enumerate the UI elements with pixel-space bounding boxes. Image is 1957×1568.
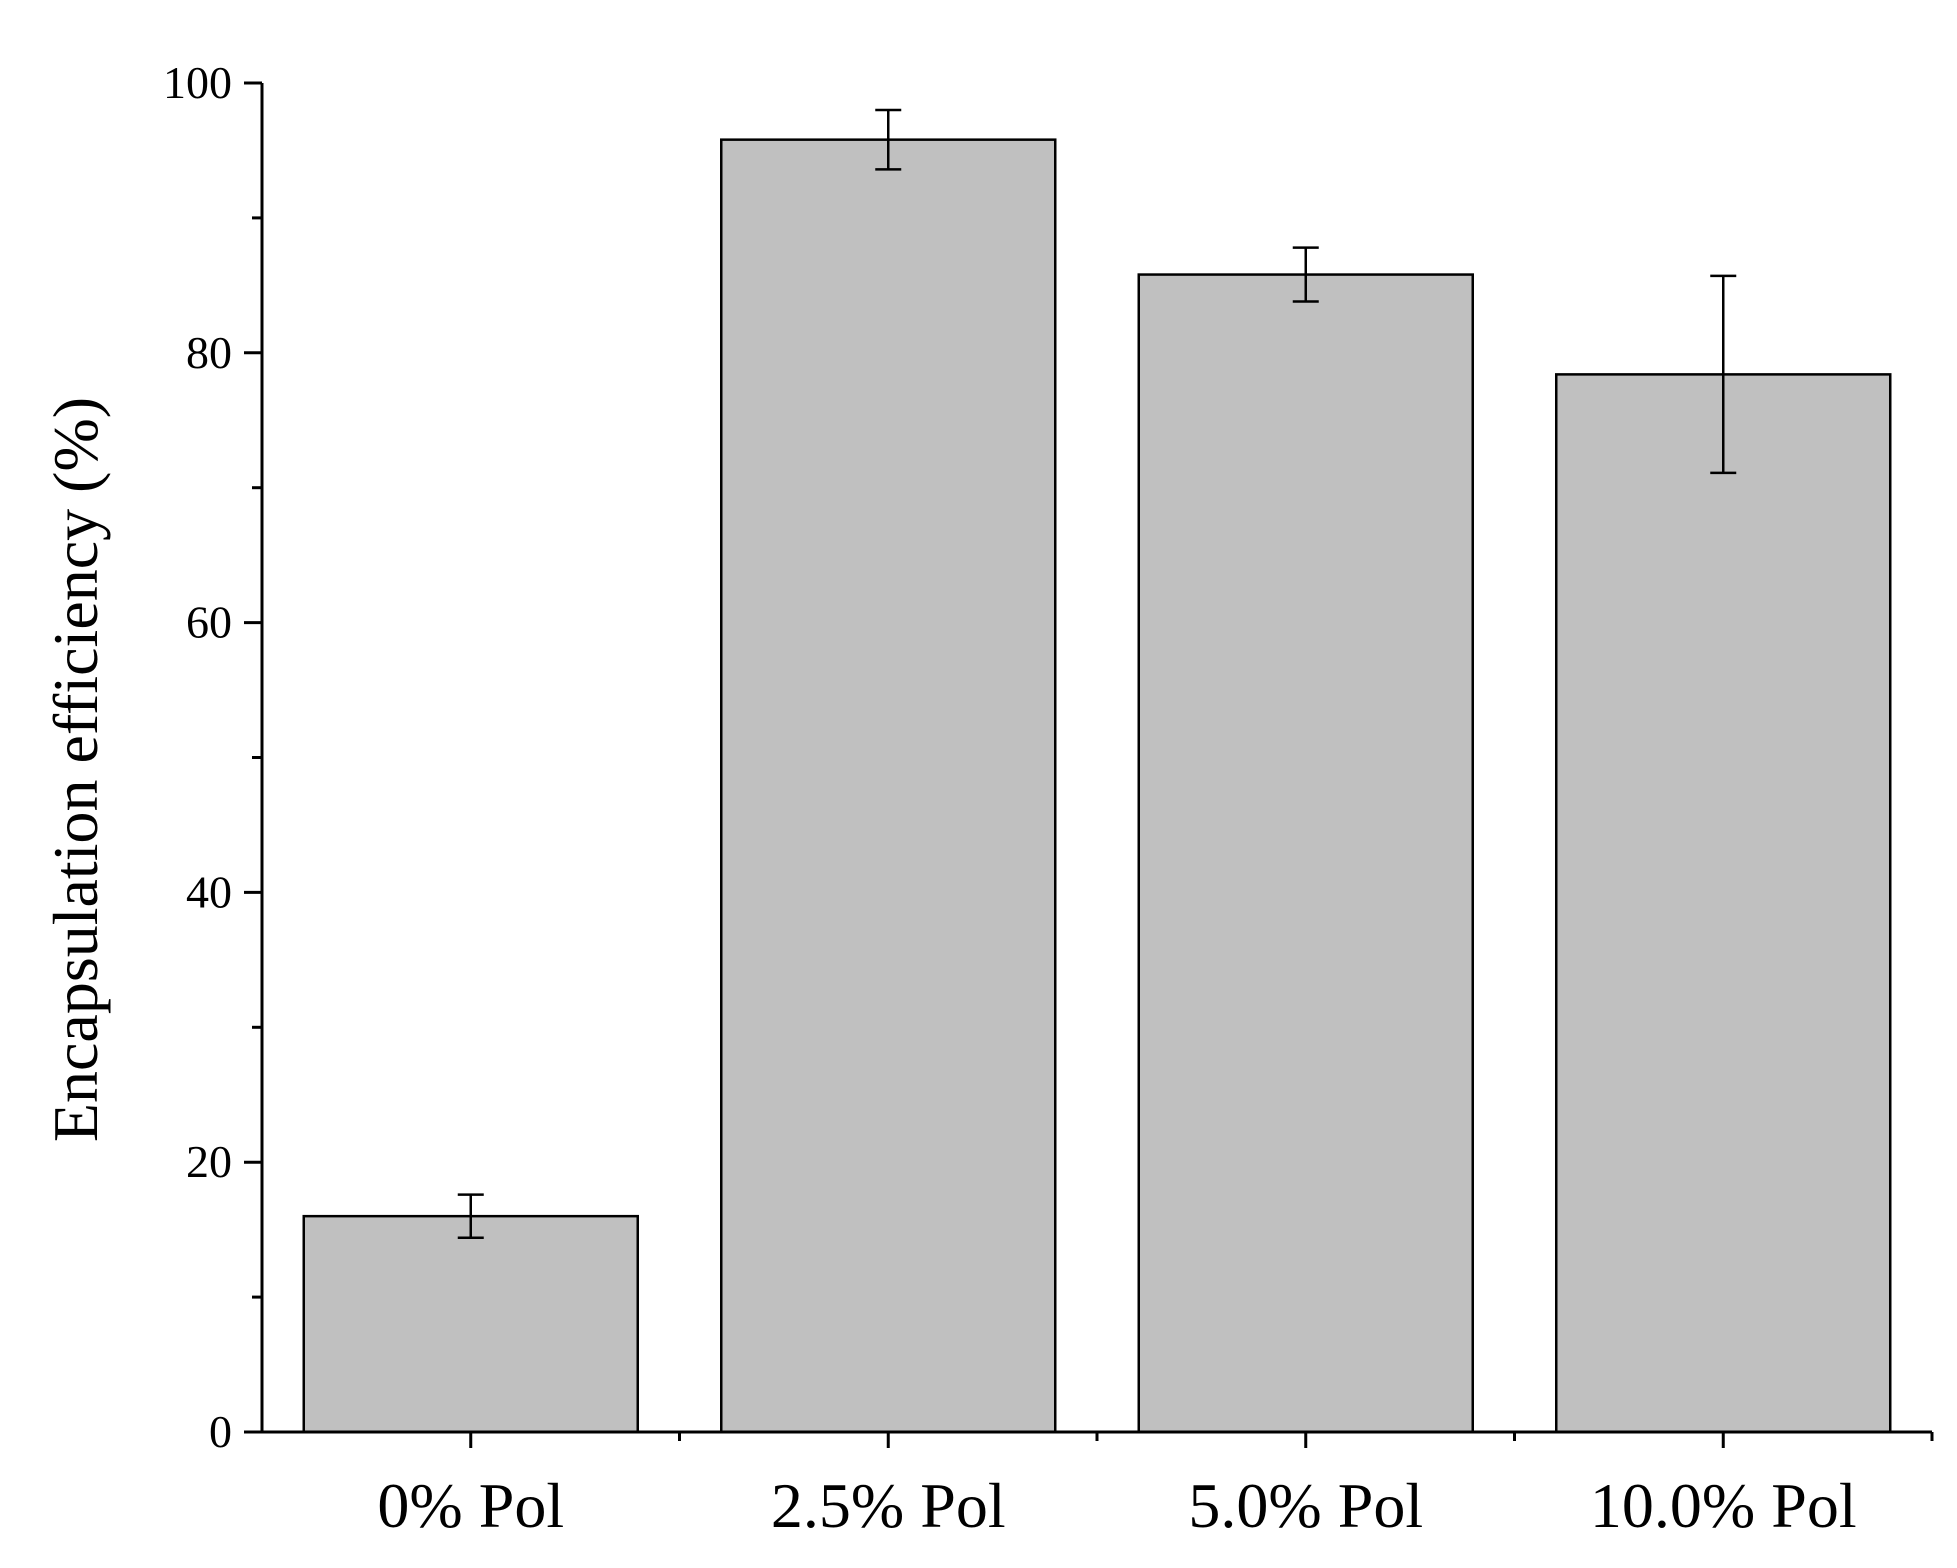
- error-bar-1: [875, 108, 902, 171]
- x-tick-label-1: 2.5% Pol: [771, 1470, 1006, 1541]
- y-axis-title: Encapsulation efficiency (%): [40, 397, 111, 1142]
- x-tick-label-0: 0% Pol: [377, 1470, 564, 1541]
- bars-group: [302, 138, 1892, 1434]
- bar-1: [720, 138, 1057, 1434]
- bar-2: [1137, 273, 1474, 1434]
- error-bar-3: [1710, 274, 1737, 475]
- y-tick-label-1: 20: [186, 1136, 232, 1187]
- bar-0: [302, 1214, 639, 1434]
- bar-3: [1555, 373, 1892, 1434]
- labels-group: 0% Pol 2.5% Pol 5.0% Pol 10.0% Pol 0 20 40 60 80…: [163, 57, 1857, 1541]
- y-tick-label-5: 100: [163, 57, 232, 108]
- y-tick-label-0: 0: [209, 1406, 232, 1457]
- x-tick-label-3: 10.0% Pol: [1590, 1470, 1857, 1541]
- y-tick-label-2: 40: [186, 866, 232, 917]
- error-bar-2: [1292, 246, 1319, 303]
- error-bar-0: [457, 1193, 484, 1239]
- error-bars-group: [457, 108, 1737, 1239]
- axes-group: [244, 81, 1934, 1448]
- y-tick-label-4: 80: [186, 327, 232, 378]
- y-tick-label-3: 60: [186, 597, 232, 648]
- x-tick-label-2: 5.0% Pol: [1188, 1470, 1423, 1541]
